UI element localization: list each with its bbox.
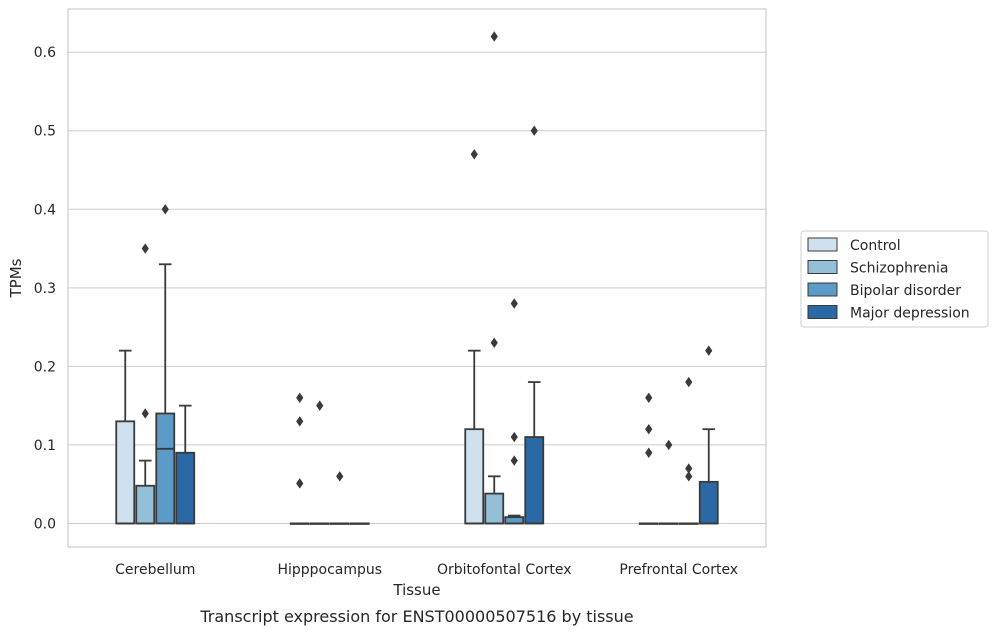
y-tick-label: 0.4 <box>34 202 56 218</box>
legend-items: Control Schizophrenia Bipolar disorder Majo… <box>807 237 970 322</box>
y-tick-label: 0.5 <box>34 124 56 140</box>
box <box>155 412 176 525</box>
box-group <box>678 376 699 525</box>
chart-caption: Transcript expression for ENST0000050751… <box>199 607 633 626</box>
legend-swatch <box>807 237 838 252</box>
y-tick-label: 0.3 <box>34 281 56 297</box>
outlier-point <box>685 463 693 474</box>
box-group <box>504 298 525 525</box>
outlier-point <box>685 471 693 482</box>
outlier-point <box>510 431 518 443</box>
outlier-point <box>665 439 673 451</box>
box-group <box>329 471 350 525</box>
legend: Control Schizophrenia Bipolar disorder Majo… <box>800 230 989 328</box>
outlier-point <box>705 345 713 356</box>
legend-label: Major depression <box>850 306 970 322</box>
legend-frame <box>800 230 989 328</box>
legend-swatch <box>807 282 838 297</box>
x-axis-title: Tissue <box>392 581 440 599</box>
outlier-point <box>296 478 304 489</box>
legend-swatch <box>807 305 838 319</box>
outlier-point <box>336 471 344 482</box>
box <box>175 451 196 525</box>
plot-frame <box>67 8 767 548</box>
outlier-point <box>645 423 653 435</box>
box <box>484 492 505 525</box>
box-group <box>289 392 310 525</box>
outlier-point <box>296 416 304 427</box>
x-tick-label: Prefrontal Cortex <box>619 562 738 578</box>
box-group <box>309 400 330 525</box>
box-groups <box>115 31 719 525</box>
outlier-point <box>490 31 498 42</box>
y-tick-label: 0.2 <box>34 359 56 375</box>
y-axis-title: TPMs <box>7 258 25 298</box>
box-group <box>464 149 485 525</box>
box <box>504 516 525 525</box>
box-group <box>524 125 545 525</box>
box-group <box>484 31 505 525</box>
outlier-point <box>645 447 653 458</box>
x-tick-label: Hipppocampus <box>277 562 382 578</box>
x-axis-ticks: Cerebellum Hipppocampus Orbitofontal Corte… <box>115 562 738 578</box>
box-group <box>638 392 659 525</box>
legend-label: Control <box>850 238 901 254</box>
outlier-point <box>490 337 498 348</box>
y-tick-label: 0.0 <box>34 516 56 532</box>
box <box>698 480 719 525</box>
outlier-point <box>161 204 169 215</box>
y-axis-ticks: 0.0 0.1 0.2 0.3 0.4 0.5 0.6 <box>34 45 56 532</box>
box <box>135 484 156 525</box>
outlier-point <box>141 408 149 419</box>
outlier-point <box>470 149 478 160</box>
outlier-point <box>530 125 538 136</box>
legend-swatch <box>807 260 838 274</box>
box-group <box>135 243 156 525</box>
outlier-point <box>645 392 653 403</box>
outlier-point <box>316 400 324 411</box>
x-tick-label: Orbitofontal Cortex <box>437 562 572 578</box>
legend-label: Schizophrenia <box>850 261 948 277</box>
outlier-point <box>510 298 518 309</box>
box <box>464 428 485 525</box>
box-group <box>155 204 176 525</box>
box-group <box>698 345 719 525</box>
outlier-point <box>685 376 693 388</box>
legend-label: Bipolar disorder <box>850 283 961 299</box>
x-tick-label: Cerebellum <box>115 562 195 578</box>
outlier-point <box>141 243 149 254</box>
box <box>115 420 136 525</box>
y-tick-label: 0.1 <box>34 438 56 454</box>
box-group <box>349 522 370 525</box>
outlier-point <box>510 455 518 466</box>
box <box>524 436 545 525</box>
box-group <box>658 439 679 525</box>
box-group <box>115 349 136 525</box>
box-group <box>175 404 196 525</box>
y-tick-label: 0.6 <box>34 45 56 61</box>
outlier-point <box>296 392 304 403</box>
